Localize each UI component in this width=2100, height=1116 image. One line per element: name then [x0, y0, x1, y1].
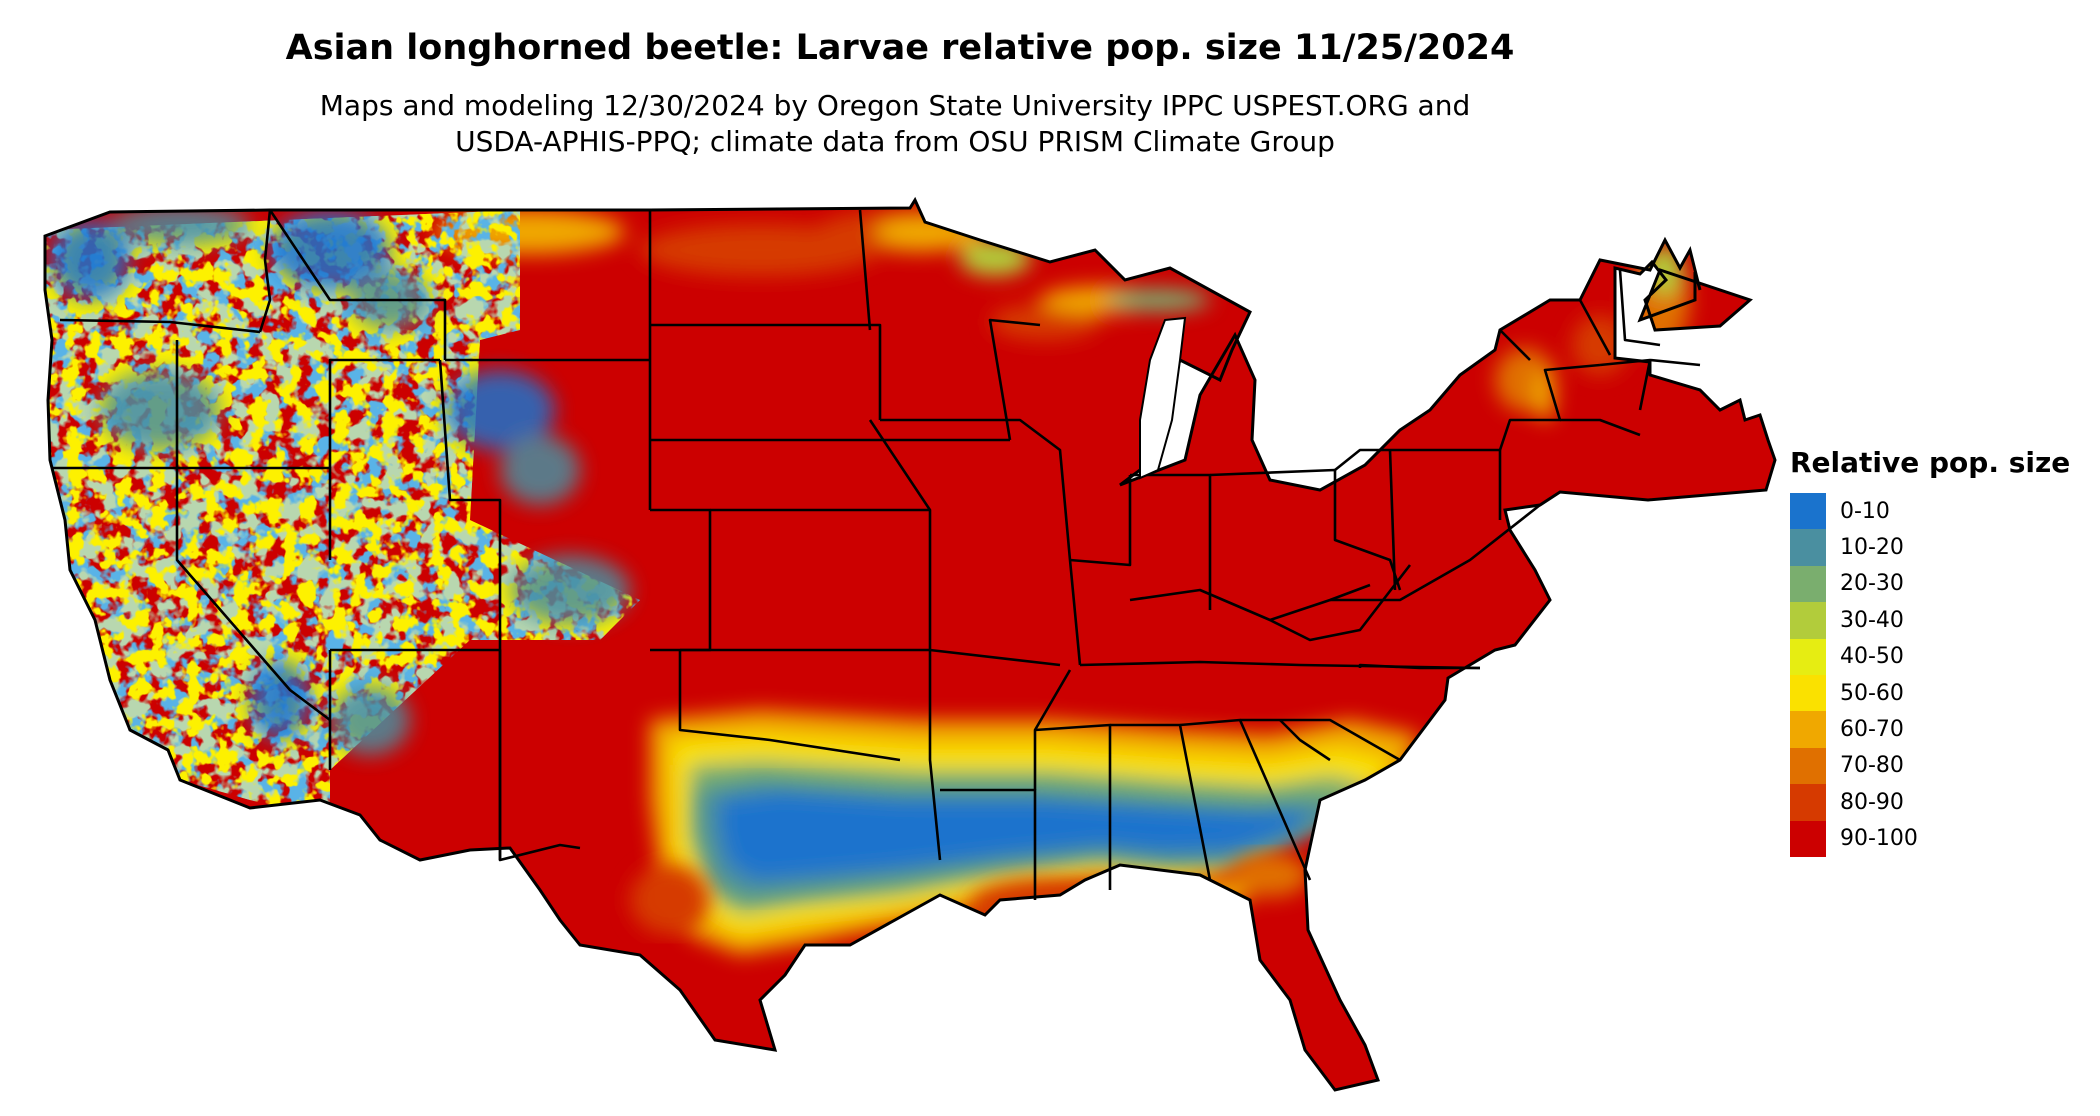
- legend-item: 60-70: [1790, 711, 2070, 748]
- legend-label: 10-20: [1840, 535, 1904, 561]
- legend-swatch: [1790, 784, 1826, 821]
- map-credit-line-2: USDA-APHIS-PPQ; climate data from OSU PR…: [455, 125, 1335, 158]
- legend-label: 0-10: [1840, 498, 1890, 524]
- legend-item: 40-50: [1790, 638, 2070, 675]
- legend-item: 90-100: [1790, 820, 2070, 857]
- legend-swatch: [1790, 493, 1826, 530]
- map-credit-line-1: Maps and modeling 12/30/2024 by Oregon S…: [319, 89, 1471, 122]
- legend-item: 70-80: [1790, 747, 2070, 785]
- legend-swatch: [1790, 674, 1826, 712]
- legend-swatch: [1790, 602, 1826, 639]
- legend-label: 30-40: [1840, 607, 1904, 633]
- map-title: Asian longhorned beetle: Larvae relative…: [285, 28, 1515, 68]
- legend-label: 80-90: [1840, 789, 1904, 815]
- legend-swatch: [1790, 565, 1826, 603]
- legend-title: Relative pop. size: [1790, 446, 2071, 479]
- legend-item: 20-30: [1790, 565, 2070, 603]
- legend-label: 90-100: [1840, 826, 1918, 852]
- legend-label: 70-80: [1840, 753, 1904, 779]
- legend-item: 30-40: [1790, 602, 2070, 639]
- map-legend: Relative pop. size 0-10 10-20 20-30 30-40 40…: [1790, 446, 2070, 857]
- legend-item: 80-90: [1790, 784, 2070, 821]
- legend-label: 50-60: [1840, 680, 1904, 706]
- legend-swatch: [1790, 638, 1826, 675]
- legend-swatch: [1790, 711, 1826, 748]
- legend-items: 0-10 10-20 20-30 30-40 40-50 50-60 60-70 70-80 8…: [1790, 493, 2070, 857]
- legend-label: 60-70: [1840, 717, 1904, 743]
- legend-swatch: [1790, 820, 1826, 857]
- legend-item: 0-10: [1790, 493, 2070, 530]
- legend-item: 50-60: [1790, 674, 2070, 712]
- legend-item: 10-20: [1790, 529, 2070, 566]
- lake-michigan: [1139, 316, 1187, 480]
- legend-swatch: [1790, 529, 1826, 566]
- legend-swatch: [1790, 747, 1826, 785]
- state-boundaries: [52, 209, 1701, 900]
- legend-label: 40-50: [1840, 644, 1904, 670]
- legend-label: 20-30: [1840, 571, 1904, 597]
